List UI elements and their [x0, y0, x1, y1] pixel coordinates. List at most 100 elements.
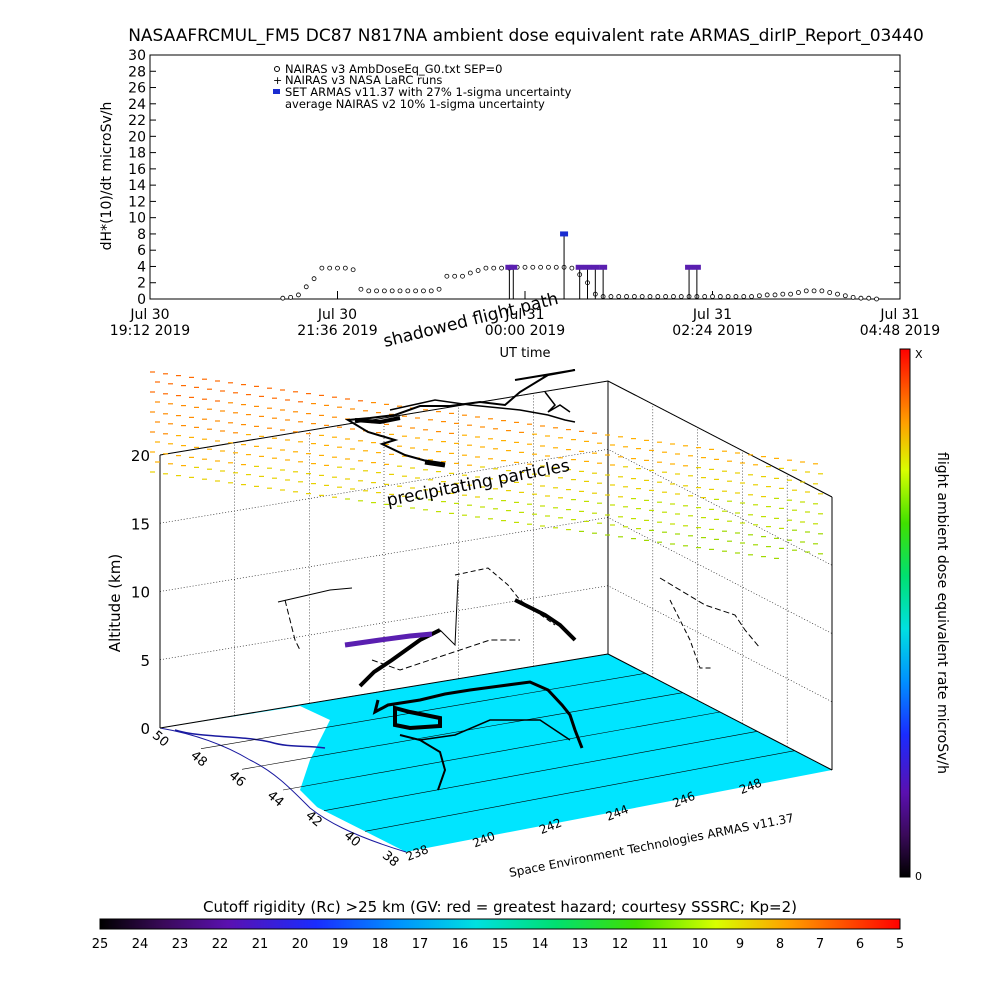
x-tick-label-date: Jul 31	[504, 307, 544, 323]
y-tick-label: 16	[128, 162, 146, 178]
y-tick-label: 22	[128, 113, 146, 129]
nairas-point	[631, 294, 637, 299]
nairas-point	[702, 294, 708, 299]
nairas-point	[327, 265, 333, 271]
cutoff-rigidity-ticks: 25 24 23 22 21 20 19 18 17 16 15 14 13 12 11 10 9 8 7 6 5	[92, 937, 904, 952]
floor-grid-line	[200, 673, 646, 749]
y-tick-label: 4	[137, 259, 146, 275]
nairas-point	[538, 264, 544, 270]
rc-tick-label: 6	[856, 937, 864, 952]
altitude-tick-label: 5	[140, 652, 150, 670]
y-tick-label: 14	[128, 178, 146, 194]
y-tick-label: 0	[137, 292, 146, 308]
rc-tick-label: 19	[332, 937, 349, 952]
chart-title: NASAAFRCMUL_FM5 DC87 N817NA ambient dose…	[128, 26, 924, 46]
altitude-grid-line	[159, 448, 833, 566]
nairas-point	[678, 294, 684, 299]
nairas-point	[530, 264, 536, 270]
floor-grid-line	[364, 750, 795, 832]
rc-tick-label: 22	[212, 937, 229, 952]
nairas-point	[475, 268, 481, 273]
rc-tick-label: 15	[492, 937, 509, 952]
nairas-point	[546, 264, 551, 270]
nairas-point	[452, 273, 458, 279]
nairas-point	[764, 292, 770, 298]
dose-rate-series	[280, 231, 879, 302]
nairas-point	[710, 294, 715, 299]
nairas-point	[553, 264, 559, 270]
floor-grid-line	[241, 692, 683, 770]
nairas-point	[858, 295, 864, 301]
nairas-point	[428, 288, 434, 294]
coastline-north	[174, 729, 326, 749]
rc-tick-label: 7	[816, 937, 824, 952]
armas-point	[692, 264, 701, 270]
nairas-point	[741, 294, 747, 299]
nairas-point	[772, 292, 778, 298]
cutoff-rigidity-colorbar-group: Cutoff rigidity (Rc) >25 km (GV: red = g…	[92, 898, 904, 952]
nairas-point	[366, 288, 372, 294]
nairas-point	[608, 294, 614, 299]
cutoff-rigidity-label: Cutoff rigidity (Rc) >25 km (GV: red = g…	[203, 898, 797, 916]
ocean-surface	[160, 706, 406, 852]
legend-entry-nairas-v3: NAIRAS v3 AmbDoseEq_G0.txt SEP=0	[285, 62, 502, 76]
altitude-tick-label: 0	[140, 720, 150, 738]
rc-tick-label: 17	[412, 937, 429, 952]
nairas-point	[624, 294, 629, 299]
y-tick-label: 12	[128, 194, 146, 210]
rc-tick-label: 20	[292, 937, 309, 952]
legend-marker-armas	[273, 89, 280, 94]
y-tick-label: 24	[128, 97, 146, 113]
nairas-point	[413, 288, 419, 294]
shadowed-flight-path	[277, 567, 761, 688]
rc-tick-label: 23	[172, 937, 189, 952]
rc-tick-label: 9	[736, 937, 744, 952]
nairas-point	[827, 290, 833, 295]
precipitating-particles-field	[150, 371, 823, 560]
nairas-point	[358, 286, 364, 292]
nairas-point	[850, 294, 856, 300]
altitude-tick-label: 20	[131, 447, 150, 465]
armas-point	[575, 264, 584, 270]
nairas-point	[397, 288, 403, 294]
nairas-point	[288, 294, 294, 300]
y-tick-label: 26	[128, 81, 146, 97]
coastline	[159, 727, 407, 853]
rc-tick-label: 5	[896, 937, 904, 952]
armas-point	[583, 264, 592, 270]
nairas-point	[436, 286, 442, 292]
armas-point	[591, 264, 600, 270]
nairas-point	[803, 288, 809, 294]
rc-tick-label: 14	[532, 937, 549, 952]
altitude-tick-label: 15	[131, 515, 150, 533]
nairas-point	[389, 288, 395, 294]
floor-grid-line	[282, 711, 721, 791]
y-tick-label: 30	[128, 48, 146, 64]
cutoff-rigidity-colorbar	[100, 919, 900, 929]
y-tick-label: 20	[128, 129, 146, 145]
nairas-point	[280, 295, 286, 301]
rc-tick-label: 12	[612, 937, 629, 952]
land-surface	[160, 654, 832, 852]
legend-entry-nairas-v2: average NAIRAS v2 10% 1-sigma uncertaint…	[285, 97, 545, 111]
nairas-point	[796, 290, 801, 295]
nairas-point	[335, 265, 340, 271]
nairas-point	[522, 264, 528, 270]
dose-rate-colorbar-frame	[899, 348, 911, 878]
rc-tick-label: 13	[572, 937, 589, 952]
y-axis-label: dH*(10)/dt microSv/h	[99, 102, 115, 251]
nairas-point	[499, 265, 504, 271]
y-tick-label: 18	[128, 146, 146, 162]
x-tick-label-time: 19:12 2019	[110, 323, 190, 339]
nairas-point	[733, 294, 739, 299]
nairas-point	[842, 293, 848, 299]
colorbar-bottom-label: 0	[915, 870, 922, 883]
y-tick-label: 8	[137, 227, 146, 243]
nairas-point	[319, 265, 325, 271]
nairas-point	[421, 288, 426, 294]
rc-tick-label: 24	[132, 937, 149, 952]
y-tick-label: 6	[137, 243, 146, 259]
rc-tick-label: 11	[652, 937, 669, 952]
